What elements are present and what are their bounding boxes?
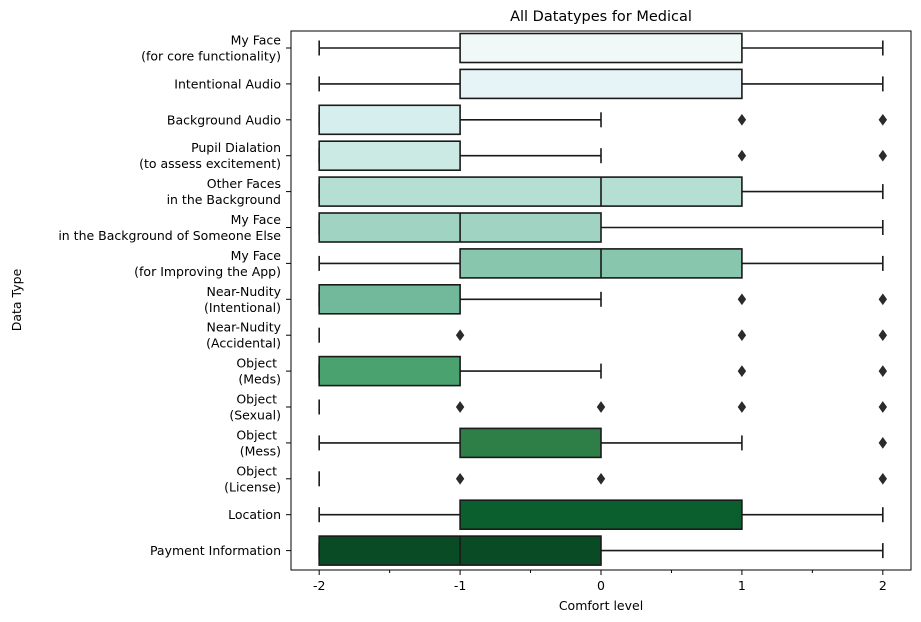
y-tick-label: Other Faces in the Background bbox=[167, 176, 281, 207]
box bbox=[459, 499, 743, 531]
x-tick-label: -2 bbox=[313, 578, 325, 593]
outlier-point bbox=[737, 365, 747, 377]
outlier-point bbox=[878, 329, 888, 342]
box-group bbox=[318, 327, 888, 343]
x-tick-label: -1 bbox=[454, 578, 466, 593]
y-tick-label-line: My Face bbox=[231, 248, 282, 263]
outlier-point bbox=[878, 293, 888, 306]
outlier-point bbox=[878, 401, 888, 413]
x-axis: -2 -1 0 1 2 bbox=[313, 570, 887, 593]
x-tick-label: 1 bbox=[738, 578, 746, 593]
box-group bbox=[318, 471, 888, 487]
x-tick-label: 0 bbox=[597, 578, 605, 593]
box-group bbox=[318, 176, 884, 207]
outlier-point bbox=[878, 437, 888, 449]
y-tick-label: Intentional Audio bbox=[174, 76, 281, 91]
y-tick-label: Object (Sexual) bbox=[229, 392, 281, 423]
y-tick-label: Near-Nudity (Intentional) bbox=[204, 284, 282, 315]
y-tick-label-line: Payment Information bbox=[150, 543, 281, 558]
box bbox=[459, 32, 743, 64]
y-tick-label: Background Audio bbox=[167, 112, 281, 127]
chart-title: All Datatypes for Medical bbox=[510, 9, 692, 25]
box-group bbox=[318, 399, 888, 415]
y-tick-label-line: Background Audio bbox=[167, 112, 281, 127]
y-tick-label: Payment Information bbox=[150, 543, 281, 558]
box-group bbox=[318, 427, 888, 459]
box-group bbox=[318, 355, 888, 387]
box-group bbox=[318, 212, 884, 243]
y-tick-label-line: (License) bbox=[224, 479, 281, 494]
y-tick-label-line: Pupil Dialation bbox=[191, 140, 281, 155]
box bbox=[318, 283, 461, 315]
outlier-point bbox=[737, 293, 747, 306]
outlier-point bbox=[455, 472, 465, 485]
box bbox=[459, 427, 602, 459]
y-tick-label-line: Near-Nudity bbox=[206, 320, 281, 335]
outlier-point bbox=[737, 149, 747, 162]
boxes-layer bbox=[318, 32, 888, 566]
outlier-point bbox=[737, 401, 747, 413]
y-tick-label: My Face (for core functionality) bbox=[141, 33, 281, 64]
y-tick-label-line: Object bbox=[236, 392, 281, 407]
box-group bbox=[318, 248, 884, 279]
y-tick-label-line: (for Improving the App) bbox=[134, 264, 281, 279]
y-tick-label-line: (Meds) bbox=[238, 372, 281, 387]
box bbox=[318, 140, 461, 171]
y-tick-label-line: in the Background bbox=[167, 192, 281, 207]
outlier-point bbox=[455, 329, 465, 342]
box bbox=[318, 176, 743, 207]
box-group bbox=[318, 535, 884, 566]
box bbox=[459, 68, 743, 100]
y-axis: My Face (for core functionality)Intention… bbox=[58, 33, 291, 558]
outlier-point bbox=[596, 472, 606, 485]
y-tick-label-line: (Mess) bbox=[240, 443, 281, 458]
y-tick-label-line: Near-Nudity bbox=[206, 284, 281, 299]
box-group bbox=[318, 104, 888, 136]
box bbox=[318, 104, 461, 136]
y-tick-label: Location bbox=[228, 507, 281, 522]
y-tick-label: My Face in the Background of Someone Else bbox=[58, 212, 281, 243]
y-tick-label-line: My Face bbox=[231, 212, 282, 227]
outlier-point bbox=[596, 401, 606, 413]
y-tick-label: Object (Mess) bbox=[236, 427, 281, 458]
box-group bbox=[318, 140, 888, 171]
outlier-point bbox=[878, 149, 888, 162]
outlier-point bbox=[737, 329, 747, 342]
y-tick-label: Object (Meds) bbox=[236, 356, 281, 387]
y-tick-label: Near-Nudity (Accidental) bbox=[206, 320, 281, 351]
outlier-point bbox=[737, 113, 747, 126]
box-group bbox=[318, 68, 884, 100]
y-tick-label-line: in the Background of Someone Else bbox=[58, 228, 281, 243]
y-tick-label-line: (Sexual) bbox=[229, 408, 281, 423]
outlier-point bbox=[878, 365, 888, 377]
y-tick-label-line: Object bbox=[236, 356, 281, 371]
y-tick-label-line: Other Faces bbox=[207, 176, 281, 191]
y-tick-label: My Face (for Improving the App) bbox=[134, 248, 281, 279]
y-tick-label-line: (to assess excitement) bbox=[139, 156, 281, 171]
y-tick-label-line: Location bbox=[228, 507, 281, 522]
y-tick-label-line: (for core functionality) bbox=[141, 49, 281, 64]
y-tick-label-line: (Accidental) bbox=[206, 336, 281, 351]
box-group bbox=[318, 32, 884, 64]
y-tick-label-line: Object bbox=[236, 427, 281, 442]
y-tick-label-line: Object bbox=[236, 463, 281, 478]
y-tick-label: Pupil Dialation (to assess excitement) bbox=[139, 140, 281, 171]
y-tick-label-line: Intentional Audio bbox=[174, 76, 281, 91]
box-group bbox=[318, 283, 888, 315]
outlier-point bbox=[455, 401, 465, 413]
box-group bbox=[318, 499, 884, 531]
y-tick-label-line: My Face bbox=[231, 33, 282, 48]
outlier-point bbox=[878, 113, 888, 126]
outlier-point bbox=[878, 472, 888, 485]
x-tick-label: 2 bbox=[879, 578, 887, 593]
y-axis-title: Data Type bbox=[9, 268, 24, 331]
y-tick-label: Object (License) bbox=[224, 463, 281, 494]
y-tick-label-line: (Intentional) bbox=[204, 300, 281, 315]
x-axis-title: Comfort level bbox=[559, 598, 643, 613]
box bbox=[318, 355, 461, 387]
